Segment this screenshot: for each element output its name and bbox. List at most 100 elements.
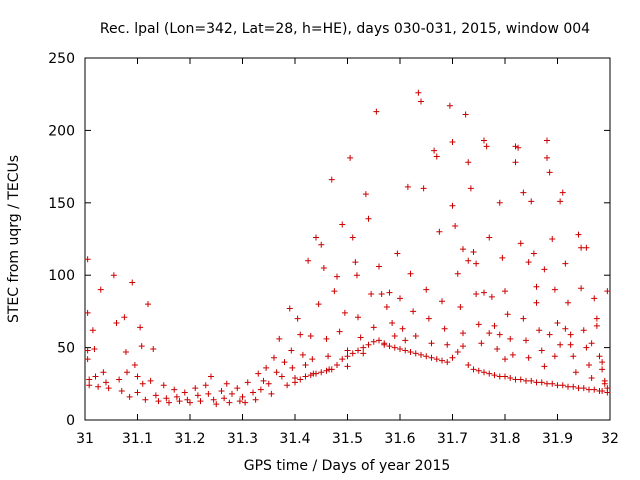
data-point bbox=[583, 344, 590, 351]
data-point bbox=[557, 341, 564, 348]
data-point bbox=[541, 266, 548, 273]
data-point bbox=[194, 392, 201, 399]
data-points bbox=[84, 89, 611, 408]
x-tick-label: 31.7 bbox=[437, 431, 468, 447]
data-point bbox=[307, 333, 314, 340]
data-point bbox=[376, 337, 382, 344]
data-point bbox=[331, 288, 338, 295]
data-point bbox=[187, 399, 193, 406]
data-point bbox=[252, 396, 259, 403]
data-point bbox=[483, 143, 490, 150]
data-point bbox=[344, 363, 351, 370]
x-tick: 32 bbox=[601, 58, 619, 447]
data-point bbox=[491, 322, 498, 329]
x-tick: 31.2 bbox=[174, 58, 206, 447]
data-point bbox=[481, 289, 487, 296]
x-tick-label: 31 bbox=[76, 431, 94, 447]
data-point bbox=[575, 231, 582, 238]
data-point bbox=[465, 361, 472, 368]
data-point bbox=[523, 377, 529, 384]
data-point bbox=[138, 343, 145, 350]
data-point bbox=[307, 372, 314, 379]
data-point bbox=[381, 340, 388, 347]
data-point bbox=[181, 389, 188, 396]
data-point bbox=[533, 283, 540, 290]
x-tick-label: 31.4 bbox=[279, 431, 310, 447]
data-point bbox=[84, 309, 91, 316]
data-point bbox=[486, 370, 493, 377]
data-point bbox=[533, 379, 540, 386]
data-point bbox=[588, 375, 595, 382]
data-point bbox=[139, 380, 146, 387]
data-point bbox=[263, 364, 270, 371]
data-point bbox=[155, 398, 162, 405]
x-tick-label: 31.8 bbox=[489, 431, 520, 447]
data-point bbox=[449, 202, 456, 209]
data-point bbox=[460, 343, 466, 350]
data-point bbox=[86, 376, 93, 383]
data-point bbox=[449, 138, 456, 145]
data-point bbox=[452, 222, 459, 229]
data-point bbox=[320, 264, 327, 271]
data-point bbox=[347, 154, 354, 161]
data-point bbox=[91, 346, 98, 353]
data-point bbox=[536, 327, 543, 334]
data-point bbox=[344, 353, 351, 360]
y-tick: 150 bbox=[48, 196, 610, 212]
data-point bbox=[129, 279, 136, 286]
data-point bbox=[397, 346, 403, 353]
data-point bbox=[583, 244, 590, 251]
data-point bbox=[512, 376, 519, 383]
data-point bbox=[284, 382, 291, 389]
data-point bbox=[601, 380, 608, 387]
data-point bbox=[404, 183, 411, 190]
data-point bbox=[242, 399, 249, 406]
data-point bbox=[562, 260, 569, 267]
data-point bbox=[567, 331, 574, 338]
data-point bbox=[486, 330, 493, 337]
x-tick: 31.3 bbox=[227, 58, 258, 447]
data-point bbox=[441, 325, 448, 332]
data-point bbox=[528, 198, 535, 205]
data-point bbox=[328, 176, 335, 183]
data-point bbox=[570, 383, 577, 390]
data-point bbox=[457, 304, 464, 311]
data-point bbox=[365, 341, 372, 348]
data-point bbox=[478, 340, 485, 347]
data-point bbox=[288, 347, 295, 354]
data-point bbox=[580, 385, 587, 392]
data-point bbox=[171, 386, 178, 393]
data-point bbox=[278, 373, 285, 380]
data-point bbox=[160, 382, 167, 389]
data-point bbox=[124, 369, 130, 376]
data-point bbox=[465, 159, 472, 166]
data-point bbox=[323, 335, 330, 342]
data-point bbox=[444, 341, 451, 348]
data-point bbox=[353, 272, 360, 279]
y-tick: 250 bbox=[48, 51, 610, 67]
data-point bbox=[402, 337, 409, 344]
data-point bbox=[391, 333, 398, 340]
y-tick-label: 200 bbox=[48, 123, 75, 139]
data-point bbox=[549, 236, 556, 242]
x-tick-label: 31.3 bbox=[227, 431, 258, 447]
data-point bbox=[565, 383, 571, 390]
data-point bbox=[551, 353, 558, 360]
data-point bbox=[360, 350, 367, 357]
x-tick: 31 bbox=[76, 58, 94, 447]
x-tick-label: 31.5 bbox=[332, 431, 363, 447]
data-point bbox=[423, 286, 430, 293]
data-point bbox=[504, 311, 511, 318]
data-point bbox=[84, 256, 91, 263]
data-point bbox=[467, 185, 474, 192]
data-point bbox=[449, 354, 456, 361]
data-point bbox=[465, 257, 472, 264]
data-point bbox=[302, 373, 309, 380]
data-point bbox=[412, 333, 419, 340]
data-point bbox=[444, 359, 451, 366]
data-point bbox=[134, 373, 141, 380]
data-point bbox=[544, 380, 550, 387]
data-point bbox=[362, 191, 369, 198]
x-tick: 31.6 bbox=[384, 58, 416, 447]
data-point bbox=[268, 390, 275, 397]
